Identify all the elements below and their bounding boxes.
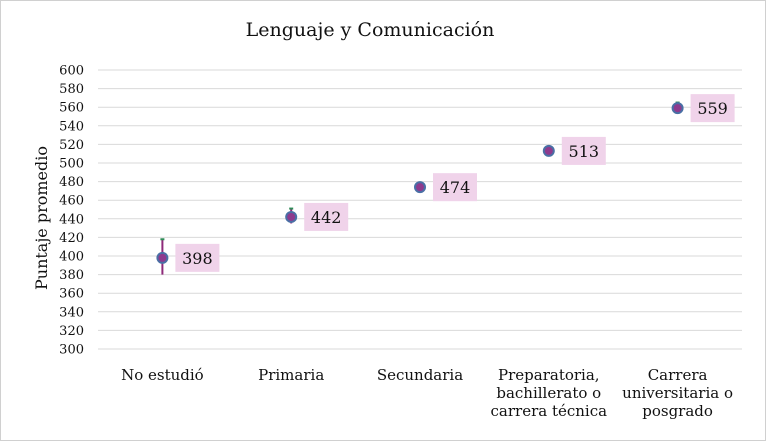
y-axis-label: Puntaje promedio [32,146,51,290]
x-category-label: Preparatoria, bachillerato o carrera técni… [491,366,608,420]
y-tick-label: 440 [59,212,84,227]
y-tick-label: 540 [59,119,84,134]
data-label: 398 [182,249,213,268]
x-category-label-line: Preparatoria, [498,366,600,384]
y-tick-labels: 300 320 340 360 380 400 420 440 460 480 500 520 540 5… [59,64,84,358]
data-point [156,251,169,264]
chart-title: Lenguaje y Comunicación [246,19,495,41]
y-tick-label: 600 [59,64,84,79]
data-label: 559 [697,99,728,118]
x-category-labels: No estudió Primaria Secundaria Preparatoria… [121,366,733,420]
y-tick-label: 480 [59,175,84,190]
x-category-label-line: Carrera [648,366,708,384]
y-tick-label: 380 [59,268,84,283]
data-point [671,102,684,115]
data-label: 474 [440,178,471,197]
x-category-label-line: No estudió [121,366,204,384]
data-label: 513 [569,142,600,161]
x-category-label-line: posgrado [642,402,713,420]
x-category-label-line: bachillerato o [496,384,601,402]
y-tick-label: 500 [59,157,84,172]
data-point [414,181,426,194]
y-tick-label: 560 [59,101,84,116]
data-point [285,210,298,223]
y-tick-label: 420 [59,231,84,246]
y-tick-label: 320 [59,324,84,339]
y-tick-label: 580 [59,82,84,97]
y-tick-label: 400 [59,250,84,265]
x-category-label: Secundaria [377,366,463,384]
data-label-box [433,173,477,202]
y-tick-label: 300 [59,343,84,358]
x-category-label-line: universitaria o [622,384,733,402]
x-category-label-line: carrera técnica [491,402,608,420]
x-category-label: Carrera universitaria o posgrado [622,366,733,420]
y-tick-label: 460 [59,194,84,209]
x-category-label-line: Primaria [258,366,324,384]
data-label-box [690,94,735,123]
data-point [542,144,555,157]
gridlines [98,69,742,350]
y-tick-label: 520 [59,138,84,153]
x-category-label: Primaria [258,366,324,384]
x-category-label-line: Secundaria [377,366,463,384]
data-label-box [175,243,220,272]
data-points: 398 442 474 513 559 [156,94,735,275]
y-tick-label: 340 [59,305,84,320]
data-label-box [304,202,349,231]
x-category-label: No estudió [121,366,204,384]
data-label-box [561,136,606,165]
data-label: 442 [311,208,342,227]
y-tick-label: 360 [59,287,84,302]
